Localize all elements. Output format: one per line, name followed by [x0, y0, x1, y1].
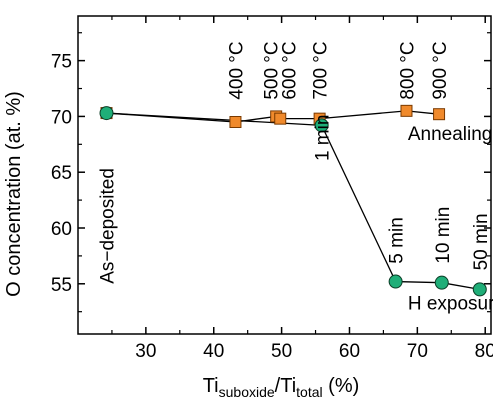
annotation-label: 1 min	[313, 115, 334, 161]
data-point-circle	[388, 274, 403, 289]
x-axis-label-sub1: suboxide	[219, 384, 275, 397]
data-point-circle	[472, 282, 487, 297]
data-point-square	[400, 104, 413, 117]
data-point-circle	[434, 275, 449, 290]
annotation-label: 10 min	[433, 207, 454, 264]
y-tick-label: 70	[51, 107, 72, 128]
annotation-label: Annealing	[408, 124, 493, 145]
x-axis-label-main: Ti	[203, 375, 219, 397]
y-tick-label: 65	[51, 163, 72, 184]
annotation-label: 50 min	[471, 213, 492, 270]
data-point-circle	[99, 106, 114, 121]
x-tick-label: 40	[203, 341, 224, 362]
series-markers	[99, 104, 487, 297]
x-tick-label: 30	[135, 341, 156, 362]
annotation-label: 400 °C	[226, 41, 247, 99]
y-tick-label: 75	[51, 52, 72, 73]
data-point-square	[229, 116, 242, 128]
x-axis-label-sub2: total	[296, 384, 322, 397]
annotation-label: 500 °C	[262, 41, 283, 99]
data-point-square	[274, 112, 287, 125]
x-tick-label: 50	[271, 341, 292, 362]
x-tick-label: 80	[475, 341, 493, 362]
annotation-label: 5 min	[387, 217, 408, 263]
y-tick-label: 60	[51, 219, 72, 240]
data-point-circle	[314, 118, 329, 133]
x-axis-label: Tisuboxide/Titotal (%)	[203, 375, 360, 397]
annotation-label: 800 °C	[397, 41, 418, 99]
plot-border	[77, 15, 492, 335]
x-axis-label-tail: (%)	[323, 375, 360, 397]
axis-ticks: 30 40 50 60 70 80 55 60 65 70 75	[51, 16, 493, 362]
annotation-label: 700 °C	[311, 41, 332, 99]
annotation-label: H exposure	[408, 293, 493, 314]
data-point-square	[433, 108, 446, 121]
annotation-label: 600 °C	[279, 41, 300, 99]
x-tick-label: 60	[339, 341, 360, 362]
x-axis-label-mid: /Ti	[275, 375, 296, 397]
annotation-label: 900 °C	[430, 41, 451, 99]
y-tick-label: 55	[51, 275, 72, 296]
y-axis-label: O concentration (at. %)	[3, 91, 25, 297]
x-tick-label: 70	[407, 341, 428, 362]
annotation-label: As−deposited	[98, 168, 119, 284]
plot-frame	[77, 15, 492, 335]
